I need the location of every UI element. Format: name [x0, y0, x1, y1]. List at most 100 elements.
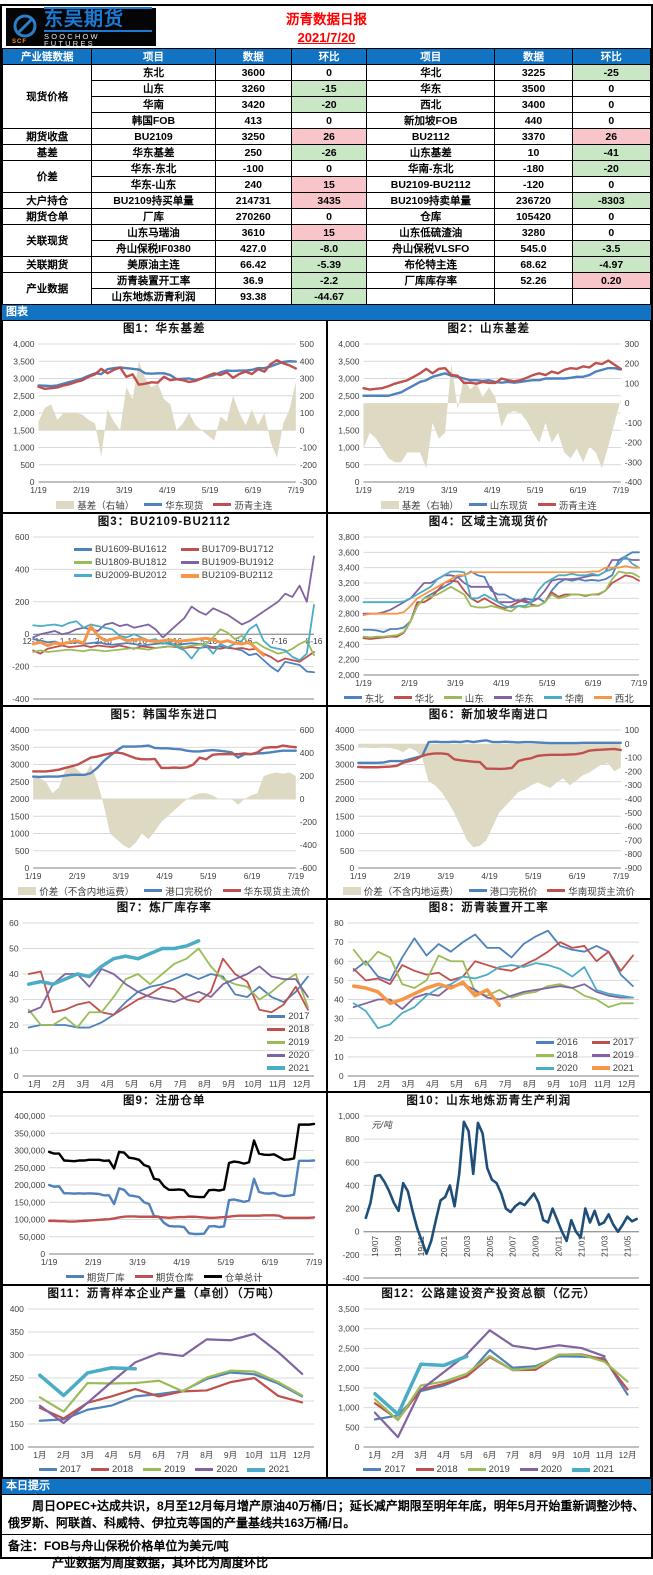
table-cell: 105420 [494, 208, 573, 225]
chart-legend: 基差（右轴） 山东现货 沥青主连 [328, 497, 651, 512]
svg-text:7/19: 7/19 [288, 871, 305, 881]
svg-text:-900: -900 [624, 863, 641, 873]
svg-text:2,200: 2,200 [338, 655, 360, 665]
table-cell-change: -20 [290, 96, 368, 113]
table-cell: 66.42 [214, 256, 292, 273]
legend-item: 2021 [591, 1063, 634, 1074]
table-cell-change: 0 [290, 112, 368, 129]
svg-text:4/19: 4/19 [492, 678, 509, 688]
svg-text:12月: 12月 [293, 1079, 311, 1089]
svg-text:0: 0 [349, 863, 354, 873]
chart-svg: 05001000150020002500300035004000-600-400… [10, 725, 317, 881]
charts-section-band: 图表 [2, 305, 651, 320]
svg-text:4,000: 4,000 [338, 339, 360, 349]
svg-text:6/19: 6/19 [262, 1257, 279, 1267]
legend-label: 山东现货 [489, 500, 528, 512]
svg-text:3,000: 3,000 [338, 593, 360, 603]
chart-svg: 0 500 1,000 1,500 2,000 2,500 3,000 3,500 4,000 -… [13, 339, 317, 495]
svg-text:-400: -400 [624, 477, 641, 487]
svg-text:2月: 2月 [57, 1450, 70, 1460]
chart-legend: 期货厂库 期货仓库 仓单总计 [3, 1269, 326, 1284]
table-cell: 仓库 [366, 208, 496, 225]
legend-swatch-icon [73, 548, 92, 551]
legend-label: 2018 [288, 1023, 310, 1035]
svg-text:5月: 5月 [460, 1450, 473, 1460]
legend-item: 2020 [535, 1063, 578, 1074]
svg-text:-400: -400 [342, 1273, 359, 1283]
legend-label: 价差（不含内地运费） [363, 886, 459, 898]
svg-text:2/19: 2/19 [85, 1257, 102, 1267]
legend-item: 西北 [593, 691, 634, 705]
legend-item: 2021 [571, 1464, 614, 1475]
legend-label: BU1809-BU1812 [94, 557, 167, 568]
legend-swatch-icon [134, 1275, 153, 1278]
legend-label: 2017 [288, 1010, 310, 1022]
legend-item: 价差（不含内地运费） [342, 884, 459, 898]
chart-title: 图9：注册仓单 [123, 1095, 206, 1107]
svg-text:100: 100 [624, 725, 638, 735]
chart-cell-fig7: 图7：炼厂库存率 0 10 20 30 40 50 60 1月 2月 3月 4月 5月 6月 7月 8月 9月 1… [2, 899, 327, 1092]
company-logo-icon: SCF [10, 12, 40, 45]
svg-text:-400: -400 [624, 794, 641, 804]
svg-text:3/19: 3/19 [112, 871, 129, 881]
chart-cell-fig3: 图3：BU2109-BU2112 -400 -200 0 200 400 600 12-16 1… [2, 513, 327, 706]
svg-text:500: 500 [345, 460, 359, 470]
legend-label: 华东 [514, 693, 534, 705]
svg-text:6/19: 6/19 [569, 485, 586, 495]
table-row: 华南 3420 -20 西北 3400 0 [3, 96, 652, 113]
svg-text:3/19: 3/19 [447, 678, 464, 688]
table-cell: 山东低硫渣油 [366, 224, 496, 241]
legend-label: 西北 [614, 693, 634, 705]
legend-label: 2017 [384, 1464, 406, 1475]
note-line-1: 备注：FOB与舟山保税价格单位为美元/吨 [8, 1539, 229, 1553]
chart-plot-area: 100 150 200 250 300 350 400 1月 2月 3月 4月 5月 6月 7月 8月 9月 1… [3, 1302, 326, 1462]
report-header: SCF 东吴期货 SOOCHOW FUTURES 沥青数据日报 2021/7/2… [2, 6, 651, 48]
legend-swatch-icon [143, 1468, 162, 1471]
svg-text:3月: 3月 [77, 1079, 90, 1089]
svg-text:7-16: 7-16 [270, 636, 287, 646]
svg-text:1,000: 1,000 [338, 1403, 360, 1413]
svg-text:9月: 9月 [222, 1079, 235, 1089]
legend-swatch-icon [213, 503, 232, 506]
svg-text:30: 30 [9, 995, 19, 1005]
table-cell-change: 26 [290, 128, 368, 145]
svg-text:7月: 7月 [498, 1079, 511, 1089]
svg-text:2,400: 2,400 [338, 639, 360, 649]
table-cell: 韩国FOB [91, 112, 216, 129]
svg-text:100: 100 [624, 378, 638, 388]
chart-title: 图6：新加坡华南进口 [428, 709, 549, 721]
table-cell-change: -41 [571, 144, 652, 161]
svg-text:4000: 4000 [335, 725, 354, 735]
svg-text:8月: 8月 [529, 1450, 542, 1460]
table-row: 舟山保税IF0380 427.0 -8.0 舟山保税VLSFO 545.0 -3.5 [3, 240, 652, 257]
chart-legend: 2016 2017 2018 2019 2020 2021 [535, 1037, 634, 1074]
legend-item: 2019 [267, 1037, 309, 1048]
chart-svg: 0 10 20 30 40 50 60 70 80 1月 2月 3月 4月 5月 6月 7月 8月 9月 10月 11… [334, 918, 639, 1089]
table-cell: 华东基差 [91, 144, 216, 161]
table-group-label: 大户持仓 [1, 192, 93, 209]
svg-text:8月: 8月 [200, 1450, 213, 1460]
svg-text:12月: 12月 [618, 1450, 636, 1460]
table-cell: 山东地炼沥青利润 [91, 288, 216, 305]
svg-text:1月: 1月 [353, 1079, 366, 1089]
legend-swatch-icon [547, 889, 566, 892]
chart-legend: 2017 2018 2019 2020 2021 [328, 1462, 651, 1477]
table-cell: -120 [494, 176, 573, 193]
svg-text:800: 800 [345, 1134, 359, 1144]
svg-text:0: 0 [300, 794, 305, 804]
svg-text:40: 40 [9, 969, 19, 979]
legend-label: 华北 [414, 693, 434, 705]
table-cell: BU2109持卖单量 [366, 192, 496, 209]
svg-text:2,500: 2,500 [338, 1343, 360, 1353]
svg-text:600: 600 [345, 1157, 359, 1167]
svg-text:-800: -800 [624, 849, 641, 859]
svg-text:1月: 1月 [33, 1450, 46, 1460]
table-group-label: 基差 [1, 144, 93, 161]
svg-text:500: 500 [340, 846, 354, 856]
table-group-label: 现货价格 [1, 64, 93, 129]
legend-item: 2020 [195, 1464, 237, 1475]
table-cell-change: -8.0 [290, 240, 368, 257]
legend-label: 2018 [436, 1464, 458, 1475]
legend-label: 2021 [268, 1464, 290, 1475]
svg-text:10: 10 [9, 1046, 19, 1056]
